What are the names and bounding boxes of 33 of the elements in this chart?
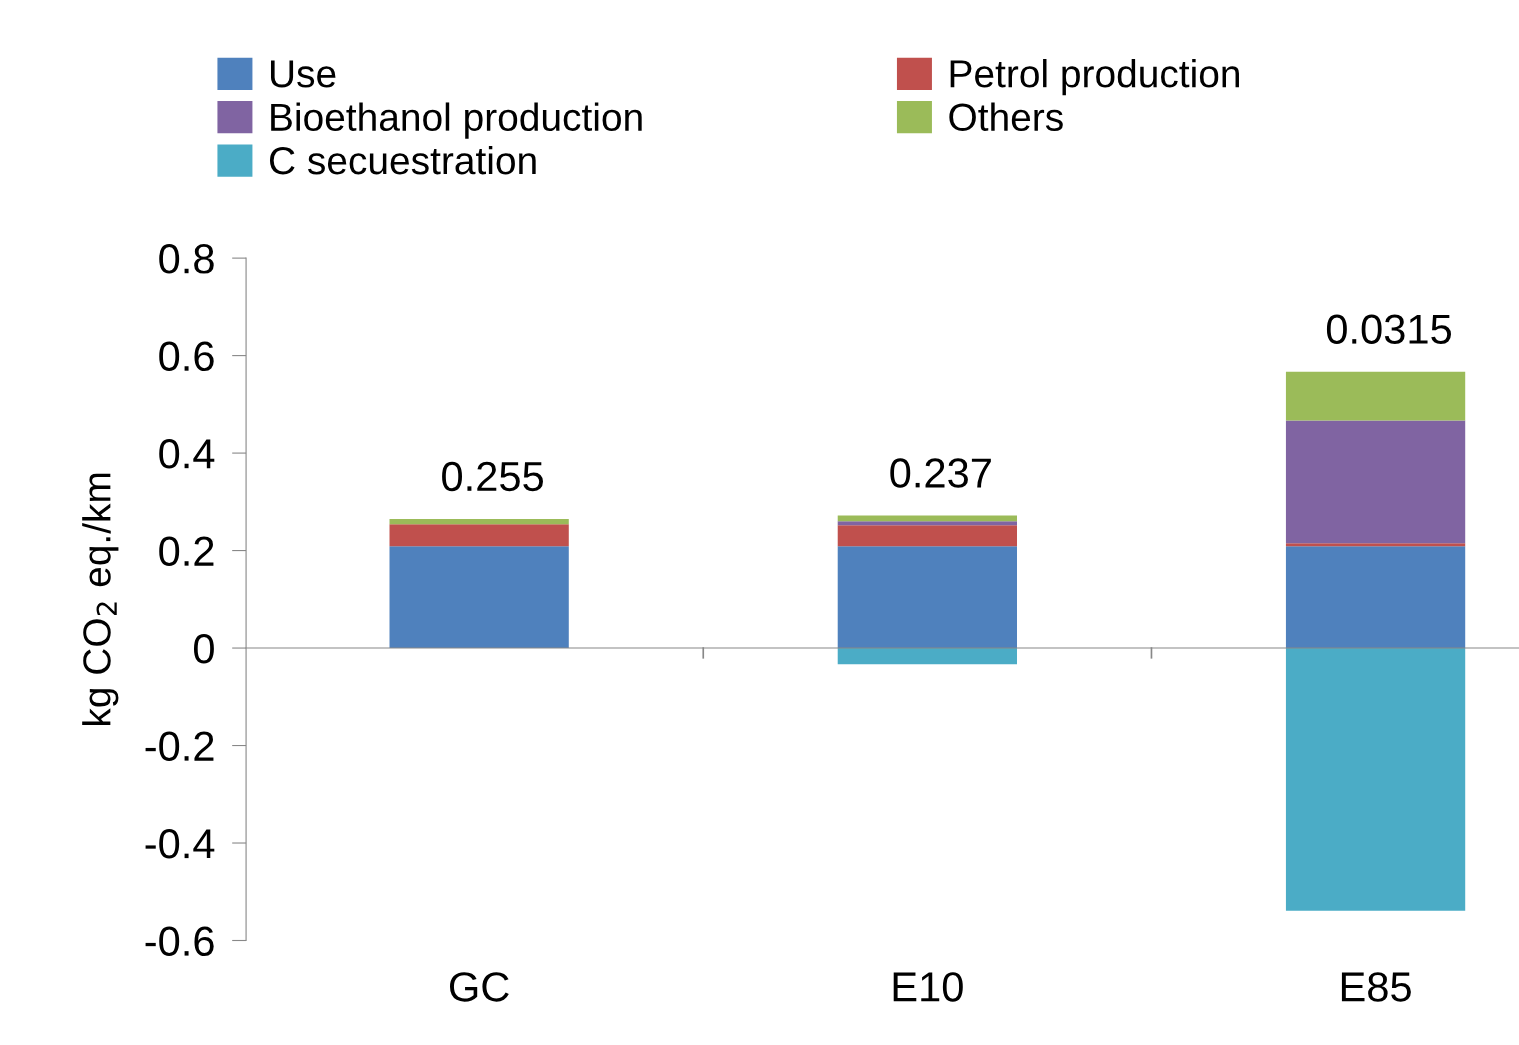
legend-label: Use: [270, 60, 336, 88]
annotation: 0.0315: [1326, 314, 1451, 344]
bar: [389, 518, 569, 525]
legend-label: Bioethanol production: [271, 102, 642, 139]
y-tick-label: -0.2: [145, 731, 214, 762]
y-tick-label: 0.6: [159, 341, 214, 372]
legend-label: C secuestration: [269, 145, 536, 175]
bar: [837, 521, 1017, 526]
y-tick-label: -0.6: [145, 926, 214, 957]
bar: [1285, 420, 1466, 544]
bar: [389, 524, 569, 547]
bar: [389, 546, 569, 649]
legend-label: Petrol production: [950, 59, 1239, 96]
annotation: 0.237: [890, 458, 991, 488]
bar: [837, 648, 1017, 665]
x-tick-label: GC: [449, 972, 509, 1002]
bar: [1285, 543, 1466, 547]
x-tick-label: E85: [1341, 972, 1411, 1002]
y-tick-label: 0.2: [159, 536, 214, 567]
legend-label: Others: [949, 102, 1063, 132]
y-axis-title: kg CO$_{2}$ eq./km: [82, 473, 119, 726]
y-tick-label: 0.4: [159, 439, 215, 469]
y-tick-label: -0.4: [145, 829, 215, 859]
annotation: 0.255: [442, 461, 543, 492]
bar: [1285, 371, 1466, 421]
bar: [1285, 546, 1466, 649]
y-tick-label: 0: [193, 634, 214, 664]
y-tick-label: 0.8: [159, 244, 214, 274]
bar: [837, 525, 1017, 547]
bar: [837, 546, 1017, 649]
bar: [837, 515, 1017, 522]
x-tick-label: E10: [893, 972, 963, 1002]
bar: [1285, 648, 1466, 911]
